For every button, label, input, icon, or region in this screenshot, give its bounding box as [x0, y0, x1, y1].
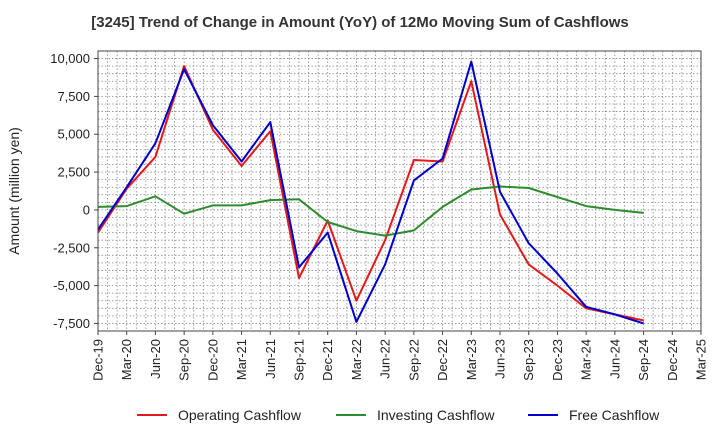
x-tick-label: Jun-24 — [607, 339, 622, 379]
y-tick-label: -2,500 — [53, 240, 90, 255]
x-tick-label: Sep-23 — [521, 339, 536, 381]
y-tick-label: 10,000 — [50, 51, 90, 66]
x-tick-label: Dec-23 — [550, 339, 565, 381]
x-tick-label: Mar-23 — [464, 339, 479, 380]
y-tick-label: 7,500 — [57, 89, 90, 104]
plot-background — [98, 51, 701, 331]
plot-frame — [97, 50, 702, 332]
y-tick-label: 5,000 — [57, 127, 90, 142]
x-tick-label: Mar-25 — [694, 339, 709, 380]
y-tick-label: 0 — [83, 202, 90, 217]
y-tick-label: 2,500 — [57, 165, 90, 180]
x-tick-label: Dec-20 — [205, 339, 220, 381]
x-tick-label: Jun-23 — [493, 339, 508, 379]
x-tick-label: Mar-20 — [119, 339, 134, 380]
legend-label-free-cashflow: Free Cashflow — [569, 407, 660, 423]
series-layer — [97, 60, 644, 325]
x-tick-label: Mar-24 — [579, 339, 594, 380]
x-tick-label: Sep-20 — [177, 339, 192, 381]
x-tick-label: Jun-20 — [148, 339, 163, 379]
x-tick-label: Sep-22 — [406, 339, 421, 381]
x-tick-label: Dec-21 — [320, 339, 335, 381]
x-tick-label: Mar-22 — [349, 339, 364, 380]
series-line-investing-cashflow — [97, 185, 644, 237]
legend-label-investing-cashflow: Investing Cashflow — [377, 407, 495, 423]
chart-title: [3245] Trend of Change in Amount (YoY) o… — [91, 14, 629, 31]
x-tick-label: Mar-21 — [234, 339, 249, 380]
grid-lines — [97, 51, 702, 331]
y-axis-label: Amount (million yen) — [6, 127, 22, 255]
legend-label-operating-cashflow: Operating Cashflow — [178, 407, 302, 423]
x-tick-label: Dec-19 — [91, 339, 106, 381]
x-tick-label: Jun-22 — [378, 339, 393, 379]
y-tick-label: -5,000 — [53, 278, 90, 293]
plot-area — [98, 51, 701, 331]
series-line-free-cashflow — [97, 60, 644, 325]
x-tick-label: Dec-22 — [435, 339, 450, 381]
axes: 10,000 7,500 5,000 2,500 0 -2,500 -5,000 -7,500… — [50, 50, 709, 381]
x-tick-label: Jun-21 — [263, 339, 278, 379]
x-tick-label: Dec-24 — [665, 339, 680, 381]
legend: Operating Cashflow Investing Cashflow Free… — [137, 407, 660, 423]
x-tick-label: Sep-21 — [292, 339, 307, 381]
y-tick-label: -7,500 — [53, 316, 90, 331]
x-tick-label: Sep-24 — [636, 339, 651, 381]
